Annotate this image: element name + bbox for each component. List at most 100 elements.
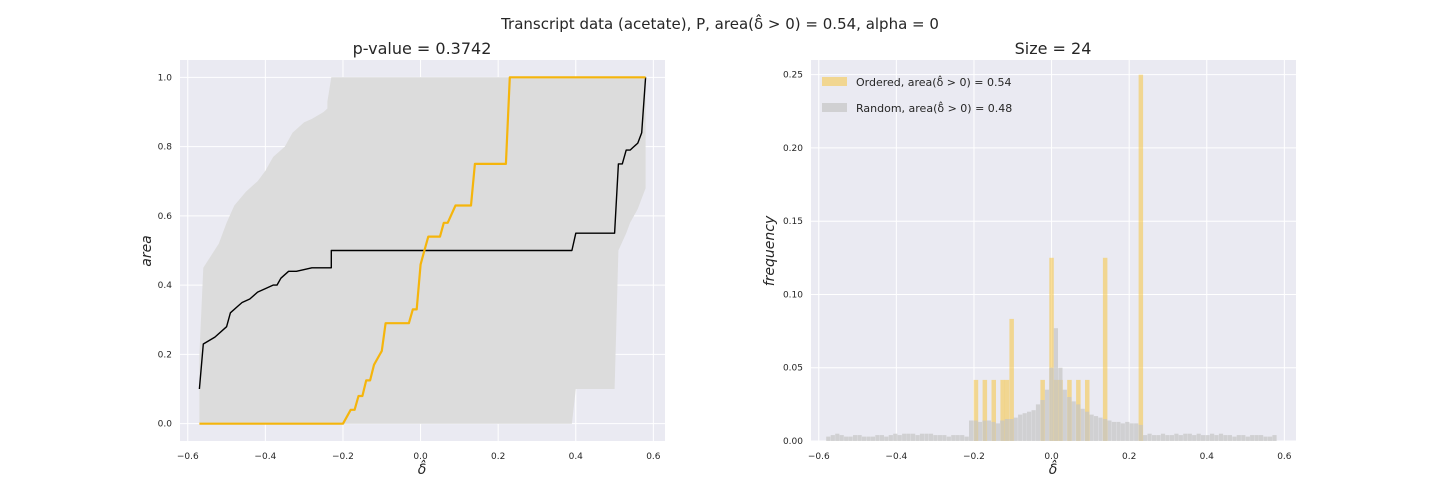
random-bar xyxy=(973,420,978,441)
left-y-axis-label: area xyxy=(139,235,155,267)
random-bar xyxy=(857,435,862,441)
ordered-bar xyxy=(1004,379,1010,441)
random-bar xyxy=(1067,397,1072,441)
random-bar xyxy=(1210,433,1215,441)
random-bar xyxy=(1201,435,1206,441)
random-bar xyxy=(1152,435,1157,441)
random-bar xyxy=(1245,436,1250,441)
random-bar xyxy=(928,433,934,441)
random-bar xyxy=(1196,433,1201,441)
random-bar xyxy=(933,435,938,441)
random-bar xyxy=(1187,433,1192,441)
legend-swatch-ordered xyxy=(822,77,847,86)
random-bar xyxy=(1044,389,1050,441)
random-bar xyxy=(1062,389,1067,441)
ordered-bar xyxy=(973,379,979,441)
x-tick-label: −0.4 xyxy=(254,452,276,462)
ordered-bar xyxy=(1085,379,1090,441)
random-bar xyxy=(1138,424,1143,441)
random-bar xyxy=(1085,411,1090,441)
random-bar xyxy=(937,435,942,441)
figure-suptitle: Transcript data (acetate), P, area(δ̂ > … xyxy=(500,13,939,33)
x-tick-label: −0.2 xyxy=(332,452,354,462)
right-plot-title: Size = 24 xyxy=(1015,39,1092,58)
random-bar xyxy=(1049,367,1054,441)
random-bar xyxy=(1093,416,1099,441)
random-bar xyxy=(1232,436,1237,441)
x-tick-label: −0.6 xyxy=(177,452,199,462)
random-bar xyxy=(1120,423,1125,441)
random-bar xyxy=(1080,408,1085,441)
random-bar xyxy=(1165,435,1170,441)
random-bar xyxy=(1223,435,1228,441)
random-bar xyxy=(835,433,840,441)
x-tick-label: −0.4 xyxy=(885,452,907,462)
y-tick-label: 0.4 xyxy=(158,281,173,291)
random-bar xyxy=(875,435,880,441)
x-tick-label: 0.2 xyxy=(491,452,505,462)
x-tick-label: −0.2 xyxy=(963,452,985,462)
random-bar xyxy=(839,435,844,441)
random-bar xyxy=(911,433,916,441)
legend-swatch-random xyxy=(822,103,847,112)
random-bar xyxy=(1107,420,1112,441)
random-bar xyxy=(884,436,889,441)
legend-label-random: Random, area(δ̂ > 0) = 0.48 xyxy=(856,101,1012,115)
random-bar xyxy=(1027,411,1032,441)
y-tick-label: 0.25 xyxy=(783,71,803,81)
random-bar xyxy=(1071,401,1076,441)
right-x-axis-label: δ̂ xyxy=(1049,459,1058,478)
random-bar xyxy=(960,435,965,441)
right-legend: Ordered, area(δ̂ > 0) = 0.54 Random, are… xyxy=(822,75,1012,115)
random-bar xyxy=(1250,435,1255,441)
random-bar xyxy=(1192,435,1197,441)
random-bar xyxy=(1174,433,1179,441)
x-tick-label: 0.4 xyxy=(569,452,584,462)
random-bar xyxy=(942,435,947,441)
legend-label-ordered: Ordered, area(δ̂ > 0) = 0.54 xyxy=(856,75,1012,89)
y-tick-label: 0.8 xyxy=(158,143,173,153)
left-panel-area-plot: −0.6 −0.4 −0.2 0.0 0.2 0.4 0.6 0.0 0.2 0.4 0.6 0.8… xyxy=(139,39,665,478)
random-bar xyxy=(1004,419,1009,441)
random-bar xyxy=(853,435,858,441)
random-bar xyxy=(977,421,983,441)
random-bar xyxy=(995,423,1000,441)
random-bar xyxy=(955,435,960,441)
random-bar xyxy=(1018,414,1023,441)
random-bar xyxy=(1076,404,1081,441)
y-tick-label: 0.20 xyxy=(783,144,803,154)
right-y-axis-label: frequency xyxy=(762,215,778,286)
left-series-lines xyxy=(198,76,647,425)
random-bar xyxy=(1178,435,1183,441)
x-tick-label: 0.6 xyxy=(1277,452,1292,462)
y-tick-label: 0.10 xyxy=(783,290,803,300)
y-tick-label: 0.2 xyxy=(158,350,172,360)
random-bar xyxy=(1040,400,1045,441)
right-panel-histogram: −0.6 −0.4 −0.2 0.0 0.2 0.4 0.6 0.00 0.05 0.10 0.1… xyxy=(762,39,1296,478)
right-histogram-bars xyxy=(826,74,1277,441)
right-y-tick-labels: 0.00 0.05 0.10 0.15 0.20 0.25 xyxy=(783,71,803,447)
random-bar xyxy=(1111,421,1116,441)
random-bar xyxy=(1125,421,1130,441)
random-bar xyxy=(1147,433,1152,441)
random-bar xyxy=(861,436,867,441)
random-bar xyxy=(879,435,884,441)
random-bar xyxy=(1013,417,1018,441)
random-bar xyxy=(1129,423,1134,441)
random-bar xyxy=(946,436,951,441)
ordered-bar xyxy=(1000,379,1005,441)
random-bar xyxy=(906,433,911,441)
random-bar xyxy=(1160,433,1166,441)
left-x-axis-label: δ̂ xyxy=(418,459,427,478)
y-tick-label: 0.0 xyxy=(158,420,173,430)
random-bar xyxy=(982,420,987,441)
random-bar xyxy=(1268,436,1273,441)
random-bar xyxy=(1236,435,1241,441)
random-bar xyxy=(1009,419,1014,441)
random-bar xyxy=(1263,436,1268,441)
random-bar xyxy=(1098,417,1103,441)
ordered-bar xyxy=(1138,74,1144,441)
random-area-line xyxy=(198,77,647,390)
x-tick-label: −0.6 xyxy=(808,452,830,462)
